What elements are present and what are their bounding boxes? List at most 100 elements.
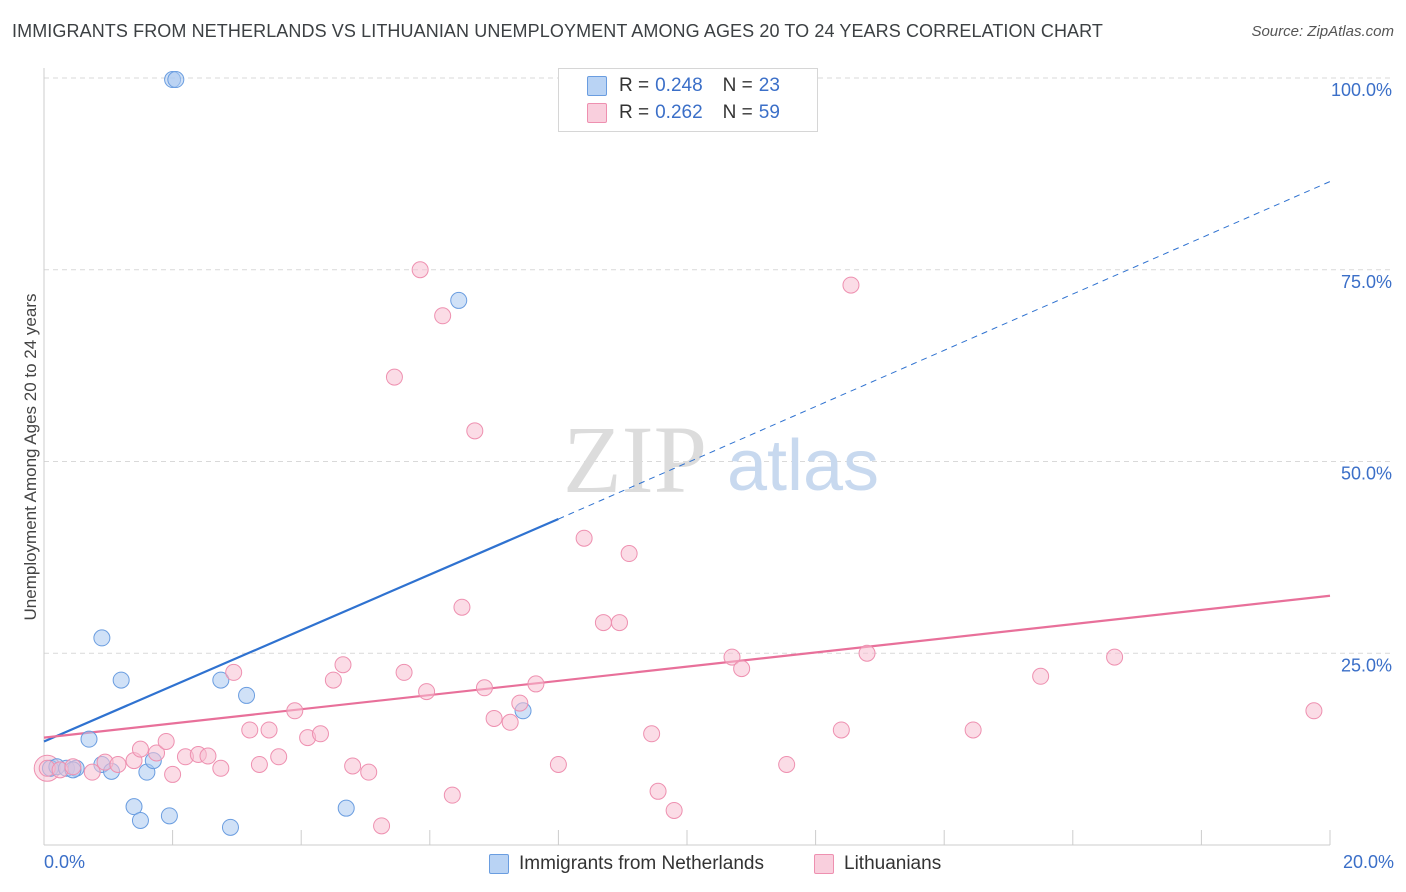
pink-data-point	[418, 683, 436, 701]
pink-data-point	[241, 721, 259, 739]
pink-data-point	[466, 422, 484, 440]
blue-data-point	[93, 629, 111, 647]
blue-data-point	[80, 730, 98, 748]
y-tick-labels: 25.0% 50.0% 75.0% 100.0%	[1331, 80, 1392, 675]
pink-data-point	[148, 744, 166, 762]
pink-data-point	[501, 713, 519, 731]
pink-data-point	[475, 679, 493, 697]
pink-data-point	[286, 702, 304, 720]
pink-data-point	[385, 368, 403, 386]
blue-data-point	[450, 291, 468, 309]
pink-data-point	[620, 545, 638, 563]
pink-data-point	[778, 755, 796, 773]
pink-data-point	[964, 721, 982, 739]
blue-data-point	[131, 811, 149, 829]
pink-data-point	[360, 763, 378, 781]
pink-data-point	[324, 671, 342, 689]
source-credit: Source: ZipAtlas.com	[1251, 23, 1394, 40]
pink-data-point	[723, 648, 741, 666]
bottom-legend-swatch-blue	[489, 854, 509, 874]
pink-data-point	[485, 709, 503, 727]
pink-data-point	[83, 763, 101, 781]
data-points	[33, 71, 1323, 836]
legend-blue-r-label: R =	[619, 75, 650, 96]
bottom-legend-label-blue: Immigrants from Netherlands	[519, 853, 764, 874]
pink-data-point	[199, 747, 217, 765]
pink-data-point	[1106, 648, 1124, 666]
y-axis-label: Unemployment Among Ages 20 to 24 years	[21, 293, 40, 621]
pink-data-point	[733, 660, 751, 678]
legend-blue-r-value: 0.248	[655, 75, 703, 96]
blue-data-point	[238, 686, 256, 704]
bottom-legend-label-pink: Lithuanians	[844, 853, 942, 874]
blue-data-point	[337, 799, 355, 817]
watermark-atlas: atlas	[727, 426, 879, 506]
pink-data-point	[610, 614, 628, 632]
pink-data-point	[575, 529, 593, 547]
pink-data-point	[157, 732, 175, 750]
blue-data-point	[167, 71, 185, 89]
pink-data-point	[164, 765, 182, 783]
pink-data-point	[594, 614, 612, 632]
pink-data-point	[225, 663, 243, 681]
trend-line-pink	[43, 594, 1331, 739]
axes	[43, 68, 1331, 846]
trend-lines	[43, 181, 1331, 743]
pink-data-point	[212, 759, 230, 777]
pink-data-point	[270, 748, 288, 766]
legend-pink-r-label: R =	[619, 102, 650, 123]
pink-data-point	[453, 598, 471, 616]
pink-data-point	[1305, 702, 1323, 720]
x-tick-label-max: 20.0%	[1342, 852, 1394, 872]
legend-row-blue: R = 0.248 N = 23	[587, 73, 780, 99]
blue-data-point	[125, 798, 143, 816]
trend-line-blue-solid	[43, 518, 559, 743]
legend-blue-n-value: 23	[758, 75, 780, 96]
pink-data-point	[549, 755, 567, 773]
pink-data-point	[311, 725, 329, 743]
pink-data-point	[858, 644, 876, 662]
y-tick-label-50: 50.0%	[1341, 464, 1392, 484]
pink-data-point	[434, 307, 452, 325]
watermark: ZIP atlas	[563, 406, 879, 513]
pink-data-point	[411, 261, 429, 279]
y-tick-label-100: 100.0%	[1331, 80, 1392, 100]
pink-data-point	[511, 694, 529, 712]
bottom-legend-pink: Lithuanians	[814, 851, 941, 877]
correlation-legend: R = 0.248 N = 23 R = 0.262 N = 59	[558, 68, 818, 132]
legend-pink-n-label: N =	[722, 102, 753, 123]
pink-data-point	[344, 757, 362, 775]
pink-data-point	[131, 740, 149, 758]
x-tick-label-min: 0.0%	[44, 852, 86, 872]
legend-row-pink: R = 0.262 N = 59	[587, 100, 780, 126]
pink-data-point	[649, 782, 667, 800]
blue-data-point	[112, 671, 130, 689]
pink-data-point	[109, 755, 127, 773]
pink-data-point	[832, 721, 850, 739]
bottom-legend-swatch-pink	[814, 854, 834, 874]
y-tick-label-25: 25.0%	[1341, 655, 1392, 675]
pink-data-point	[260, 721, 278, 739]
pink-data-point	[643, 725, 661, 743]
legend-swatch-pink	[587, 103, 607, 123]
pink-data-point	[334, 656, 352, 674]
pink-data-point	[250, 755, 268, 773]
pink-data-point	[64, 758, 82, 776]
legend-pink-n-value: 59	[758, 102, 780, 123]
legend-pink-r-value: 0.262	[655, 102, 703, 123]
pink-data-point	[373, 817, 391, 835]
pink-data-point	[527, 675, 545, 693]
pink-data-point	[1032, 667, 1050, 685]
chart-title: IMMIGRANTS FROM NETHERLANDS VS LITHUANIA…	[12, 21, 1104, 41]
y-tick-label-75: 75.0%	[1341, 272, 1392, 292]
pink-data-point	[842, 276, 860, 294]
pink-data-point	[665, 801, 683, 819]
legend-blue-n-label: N =	[722, 75, 753, 96]
bottom-legend-blue: Immigrants from Netherlands	[489, 851, 764, 877]
grid-lines	[44, 77, 1394, 654]
blue-data-point	[221, 818, 239, 836]
blue-data-point	[160, 807, 178, 825]
blue-data-point	[212, 671, 230, 689]
pink-data-point	[443, 786, 461, 804]
